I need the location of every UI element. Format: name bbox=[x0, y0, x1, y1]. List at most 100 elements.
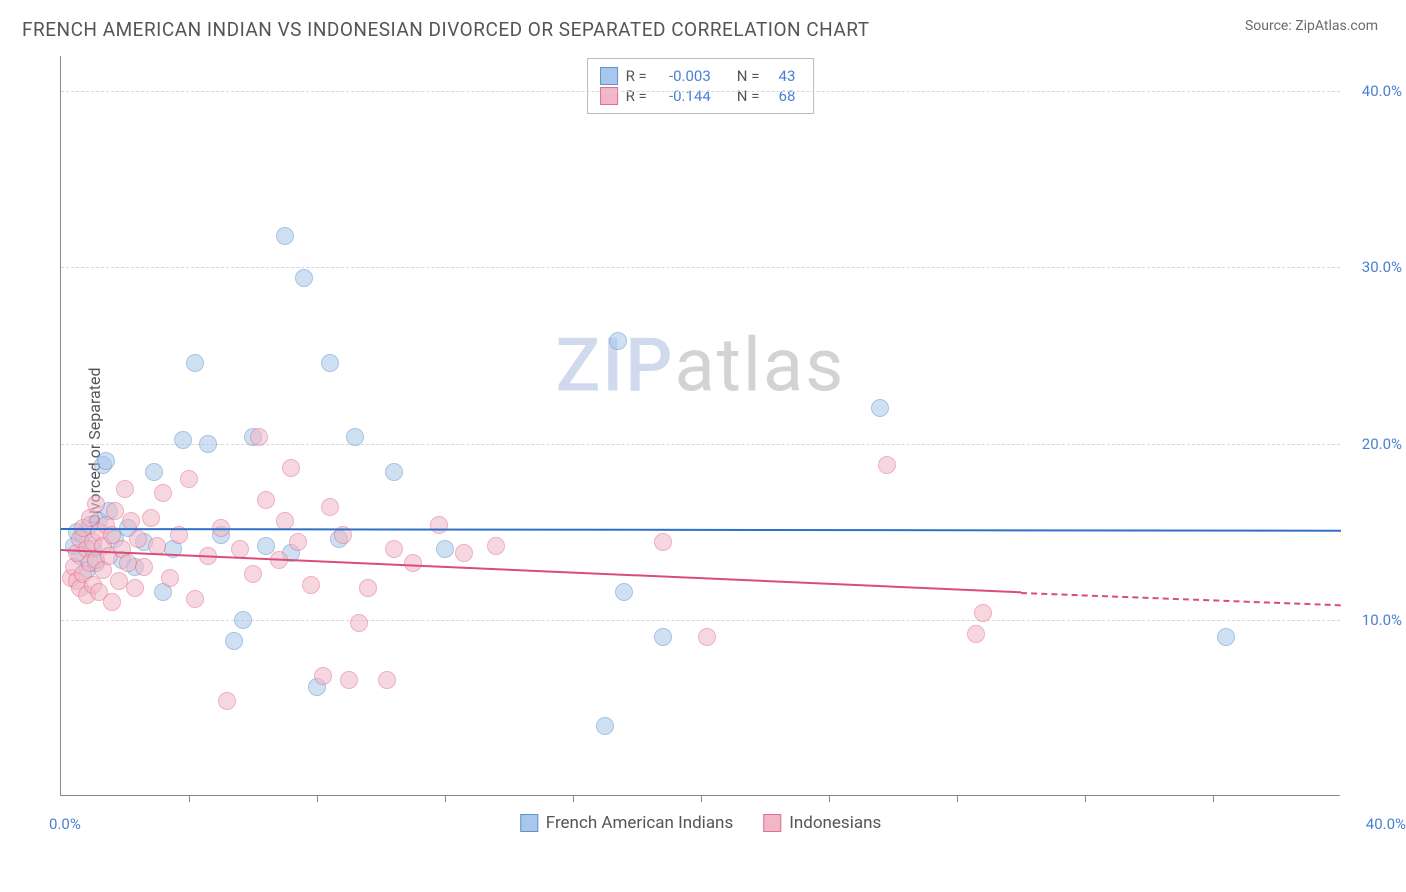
data-point bbox=[218, 692, 236, 710]
legend: French American Indians Indonesians bbox=[520, 813, 881, 833]
data-point bbox=[161, 569, 179, 587]
data-point bbox=[154, 484, 172, 502]
source-label: Source: ZipAtlas.com bbox=[1245, 18, 1378, 34]
data-point bbox=[180, 470, 198, 488]
data-point bbox=[698, 628, 716, 646]
series-swatch bbox=[600, 87, 618, 105]
data-point bbox=[282, 459, 300, 477]
data-point bbox=[135, 558, 153, 576]
y-tick-label: 10.0% bbox=[1346, 611, 1402, 629]
data-point bbox=[174, 431, 192, 449]
x-tick bbox=[317, 795, 318, 802]
data-point bbox=[378, 671, 396, 689]
data-point bbox=[106, 502, 124, 520]
data-point bbox=[126, 579, 144, 597]
x-axis-min: 0.0% bbox=[49, 815, 81, 833]
data-point bbox=[878, 456, 896, 474]
data-point bbox=[385, 463, 403, 481]
n-value: 68 bbox=[767, 87, 795, 105]
data-point bbox=[276, 227, 294, 245]
data-point bbox=[234, 611, 252, 629]
data-point bbox=[295, 269, 313, 287]
data-point bbox=[321, 498, 339, 516]
gridline bbox=[61, 620, 1340, 621]
data-point bbox=[430, 516, 448, 534]
n-label: N = bbox=[737, 87, 760, 105]
data-point bbox=[654, 628, 672, 646]
data-point bbox=[615, 583, 633, 601]
data-point bbox=[145, 463, 163, 481]
data-point bbox=[119, 554, 137, 572]
data-point bbox=[103, 593, 121, 611]
data-point bbox=[199, 435, 217, 453]
series-swatch bbox=[600, 67, 618, 85]
x-tick bbox=[1085, 795, 1086, 802]
data-point bbox=[225, 632, 243, 650]
legend-item: Indonesians bbox=[763, 813, 881, 833]
trend-line bbox=[1021, 592, 1341, 606]
stat-row: R = -0.003 N = 43 bbox=[600, 67, 796, 85]
data-point bbox=[350, 614, 368, 632]
data-point bbox=[974, 604, 992, 622]
data-point bbox=[436, 540, 454, 558]
data-point bbox=[87, 495, 105, 513]
x-tick bbox=[445, 795, 446, 802]
stat-row: R = -0.144 N = 68 bbox=[600, 87, 796, 105]
data-point bbox=[116, 480, 134, 498]
data-point bbox=[340, 671, 358, 689]
data-point bbox=[186, 590, 204, 608]
x-tick bbox=[1213, 795, 1214, 802]
n-label: N = bbox=[737, 67, 760, 85]
data-point bbox=[455, 544, 473, 562]
plot-area: ZIPatlas R =-0.003N =43R =-0.144N =68 Fr… bbox=[60, 56, 1340, 796]
x-tick bbox=[957, 795, 958, 802]
x-tick bbox=[701, 795, 702, 802]
x-axis-max: 40.0% bbox=[1366, 815, 1406, 833]
data-point bbox=[302, 576, 320, 594]
legend-swatch bbox=[763, 814, 781, 832]
r-label: R = bbox=[626, 87, 647, 105]
r-value: -0.144 bbox=[655, 87, 711, 105]
data-point bbox=[1217, 628, 1235, 646]
data-point bbox=[609, 332, 627, 350]
data-point bbox=[129, 530, 147, 548]
r-label: R = bbox=[626, 67, 647, 85]
x-tick bbox=[189, 795, 190, 802]
data-point bbox=[289, 533, 307, 551]
n-value: 43 bbox=[767, 67, 795, 85]
data-point bbox=[321, 354, 339, 372]
data-point bbox=[967, 625, 985, 643]
gridline bbox=[61, 91, 1340, 92]
data-point bbox=[97, 452, 115, 470]
data-point bbox=[250, 428, 268, 446]
trend-line bbox=[61, 528, 1341, 532]
data-point bbox=[346, 428, 364, 446]
data-point bbox=[244, 565, 262, 583]
y-tick-label: 20.0% bbox=[1346, 435, 1402, 453]
gridline bbox=[61, 267, 1340, 268]
data-point bbox=[596, 717, 614, 735]
chart-title: FRENCH AMERICAN INDIAN VS INDONESIAN DIV… bbox=[22, 18, 870, 41]
data-point bbox=[359, 579, 377, 597]
data-point bbox=[257, 491, 275, 509]
data-point bbox=[385, 540, 403, 558]
y-tick-label: 30.0% bbox=[1346, 258, 1402, 276]
legend-label: Indonesians bbox=[789, 813, 881, 833]
legend-label: French American Indians bbox=[546, 813, 733, 833]
trend-line bbox=[61, 549, 1021, 593]
data-point bbox=[314, 667, 332, 685]
data-point bbox=[186, 354, 204, 372]
chart-container: Divorced or Separated ZIPatlas R =-0.003… bbox=[22, 56, 1382, 836]
data-point bbox=[654, 533, 672, 551]
legend-swatch bbox=[520, 814, 538, 832]
watermark: ZIPatlas bbox=[556, 323, 846, 410]
data-point bbox=[487, 537, 505, 555]
data-point bbox=[871, 399, 889, 417]
r-value: -0.003 bbox=[655, 67, 711, 85]
x-tick bbox=[573, 795, 574, 802]
stats-box: R = -0.003 N = 43 R = -0.144 N = 68 bbox=[587, 58, 815, 114]
data-point bbox=[142, 509, 160, 527]
x-tick bbox=[829, 795, 830, 802]
legend-item: French American Indians bbox=[520, 813, 733, 833]
y-tick-label: 40.0% bbox=[1346, 82, 1402, 100]
